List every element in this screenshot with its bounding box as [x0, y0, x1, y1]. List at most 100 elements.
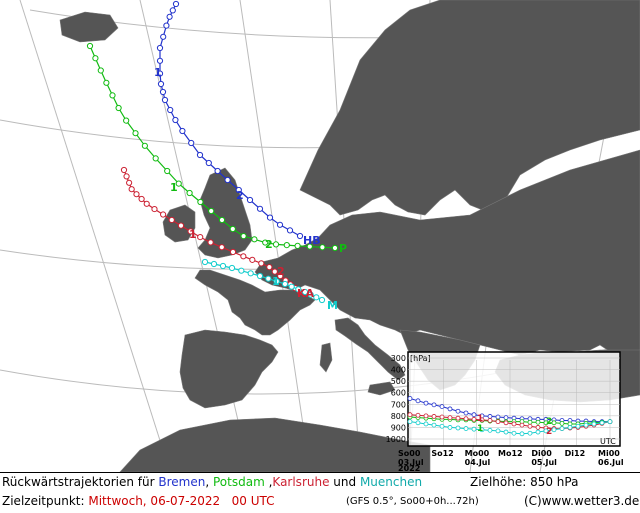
inset-y-tick-label: 700: [391, 400, 406, 409]
trajectory-point: [224, 176, 231, 184]
inset-series: [407, 396, 613, 437]
trajectory-point: [169, 7, 176, 14]
inset-y-tick-label: 500: [391, 377, 406, 386]
day-label-potsdam-1: 1: [170, 181, 178, 194]
longitude-line: [239, 0, 311, 472]
iceland: [59, 11, 119, 43]
trajectory-point: [123, 173, 130, 180]
trajectory-point: [319, 244, 326, 251]
inset-point: [415, 412, 421, 418]
inset-point: [519, 422, 525, 428]
trajectory-map: HB P KA M 1 2 1 2 1 2 1 [hPa] UTC 300 400…: [0, 0, 640, 472]
caption-potsdam: Potsdam: [212, 475, 265, 489]
trajectory-point: [177, 222, 185, 229]
trajectory-point: [159, 88, 167, 96]
caption-target-time-value: Mittwoch, 06-07-2022 00 UTC: [88, 494, 275, 508]
trajectory-point: [208, 207, 215, 215]
trajectory-point: [229, 225, 236, 233]
inset-point: [559, 426, 565, 431]
inset-point: [503, 420, 509, 426]
trajectory-point: [246, 196, 254, 204]
inset-series-muenchen: [407, 419, 613, 437]
inset-point: [447, 415, 453, 420]
caption-target-height: Zielhöhe: 850 hPa: [470, 475, 579, 489]
inset-point: [535, 429, 541, 435]
inset-point: [543, 428, 549, 434]
trajectory-point: [120, 166, 128, 174]
inset-point: [431, 402, 437, 408]
trajectory-point: [218, 216, 226, 224]
trajectory-point: [151, 205, 158, 213]
caption-footer: Rückwärtstrajektorien für Bremen, Potsda…: [0, 472, 640, 513]
inset-y-tick-label: 900: [391, 423, 406, 432]
caption-line-2: Zielzeitpunkt: Mittwoch, 06-07-2022 00 U…: [2, 494, 274, 508]
station-label-potsdam: P: [339, 242, 347, 255]
inset-x-tick-label: So12: [431, 449, 453, 458]
inset-day-label-karlsruhe-2: 2: [546, 427, 552, 437]
trajectory-point: [281, 280, 289, 288]
pressure-inset-chart: [hPa] UTC 300 400 500 600 700 800 900 1000 So00…: [386, 351, 624, 472]
trajectory-point: [160, 211, 167, 218]
trajectory-point: [157, 80, 165, 88]
trajectory-point: [156, 57, 164, 64]
trajectory-layer: [86, 0, 339, 304]
trajectory-point: [187, 228, 194, 235]
trajectory-point: [161, 96, 169, 104]
station-label-muenchen: M: [327, 299, 338, 312]
trajectory-point: [164, 167, 171, 175]
trajectory-point: [258, 260, 265, 267]
inset-point: [463, 426, 469, 431]
inset-point: [551, 427, 557, 433]
inset-y-tick-label: 1000: [386, 435, 406, 444]
trajectory-point: [218, 244, 225, 251]
caption-credit: (C)www.wetter3.de: [524, 494, 640, 508]
trajectory-point: [219, 262, 227, 270]
inset-x-tick-year: 2022: [398, 464, 420, 472]
inset-y-tick-label: 400: [391, 366, 406, 375]
trajectory-point: [240, 232, 247, 240]
inset-point: [495, 428, 501, 434]
inset-point: [487, 418, 493, 423]
trajectory-point: [296, 232, 304, 240]
inset-point: [431, 422, 437, 428]
inset-point: [455, 415, 461, 421]
inset-x-tick-label: Di12: [565, 449, 586, 458]
inset-point: [511, 421, 517, 427]
day-label-muenchen-1: 1: [272, 275, 280, 288]
inset-point: [463, 416, 469, 422]
station-label-bremen: HB: [303, 234, 321, 247]
trajectory-point: [238, 267, 245, 274]
inset-day-labels: 1 1 2 2: [477, 414, 552, 437]
caption-line-1: Rückwärtstrajektorien für Bremen, Potsda…: [2, 475, 422, 489]
inset-point: [455, 408, 461, 414]
trajectory-point: [272, 241, 280, 248]
trajectory-point: [172, 116, 179, 124]
inset-point: [543, 420, 549, 426]
trajectory-point: [156, 70, 164, 77]
day-label-potsdam-2: 2: [265, 238, 273, 251]
inset-y-axis: 300 400 500 600 700 800 900 1000: [386, 354, 406, 444]
trajectory-point: [115, 104, 122, 112]
trajectory-point: [132, 130, 139, 137]
trajectory-point: [86, 42, 94, 50]
inset-point: [471, 412, 477, 418]
inset-point: [535, 425, 541, 430]
inset-point: [607, 419, 613, 425]
inset-x-tick-date: 06.Jul: [598, 458, 624, 467]
caption-muenchen: Muenchen: [359, 475, 423, 489]
inset-point: [431, 414, 437, 419]
trajectory-point: [251, 236, 258, 243]
trajectory-point: [273, 278, 280, 285]
sardinia: [319, 342, 333, 373]
inset-point: [583, 422, 589, 428]
inset-point: [567, 425, 573, 430]
trajectory-point: [141, 142, 148, 149]
inset-point: [503, 429, 509, 435]
inset-point: [415, 398, 421, 404]
inset-x-tick-label: Mo12: [498, 449, 523, 458]
trajectory-line-muenchen: [204, 261, 323, 301]
trajectory-point: [168, 216, 175, 224]
inset-point: [495, 414, 501, 420]
trajectory-point: [167, 106, 174, 114]
